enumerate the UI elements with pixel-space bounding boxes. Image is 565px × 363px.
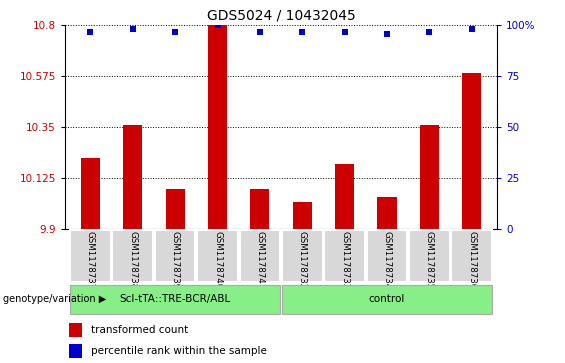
Point xyxy=(213,23,222,28)
Text: GSM1178734: GSM1178734 xyxy=(383,232,392,290)
FancyBboxPatch shape xyxy=(112,230,153,282)
FancyBboxPatch shape xyxy=(240,230,280,282)
FancyBboxPatch shape xyxy=(367,230,407,282)
Point xyxy=(425,29,434,34)
Point xyxy=(255,29,264,34)
Bar xyxy=(69,344,82,358)
Bar xyxy=(208,25,227,229)
Bar xyxy=(123,125,142,229)
Bar xyxy=(250,189,270,229)
FancyBboxPatch shape xyxy=(451,230,492,282)
Bar xyxy=(166,189,185,229)
Bar xyxy=(293,201,312,229)
FancyBboxPatch shape xyxy=(155,230,195,282)
Bar xyxy=(69,323,82,337)
Text: transformed count: transformed count xyxy=(91,325,188,335)
Text: GSM1178736: GSM1178736 xyxy=(467,232,476,290)
Point xyxy=(298,29,307,34)
Text: GSM1178733: GSM1178733 xyxy=(340,232,349,290)
Title: GDS5024 / 10432045: GDS5024 / 10432045 xyxy=(207,9,355,23)
Point xyxy=(383,30,392,36)
Bar xyxy=(81,158,100,229)
FancyBboxPatch shape xyxy=(70,230,111,282)
Text: GSM1178738: GSM1178738 xyxy=(128,232,137,290)
Point xyxy=(467,26,476,32)
Point xyxy=(128,26,137,32)
FancyBboxPatch shape xyxy=(70,285,280,314)
Text: GSM1178732: GSM1178732 xyxy=(298,232,307,290)
Bar xyxy=(335,164,354,229)
FancyBboxPatch shape xyxy=(409,230,450,282)
Text: GSM1178735: GSM1178735 xyxy=(425,232,434,290)
Text: percentile rank within the sample: percentile rank within the sample xyxy=(91,346,267,356)
Text: genotype/variation ▶: genotype/variation ▶ xyxy=(3,294,106,305)
Point xyxy=(171,29,180,34)
Point xyxy=(340,29,349,34)
Point xyxy=(86,29,95,34)
Bar xyxy=(420,125,439,229)
Text: GSM1178737: GSM1178737 xyxy=(86,232,95,290)
Text: GSM1178741: GSM1178741 xyxy=(255,232,264,290)
FancyBboxPatch shape xyxy=(282,230,323,282)
Text: GSM1178739: GSM1178739 xyxy=(171,232,180,290)
Bar xyxy=(377,197,397,229)
Text: ScI-tTA::TRE-BCR/ABL: ScI-tTA::TRE-BCR/ABL xyxy=(120,294,231,305)
Bar xyxy=(462,73,481,229)
FancyBboxPatch shape xyxy=(282,285,492,314)
Text: control: control xyxy=(369,294,405,305)
FancyBboxPatch shape xyxy=(324,230,365,282)
FancyBboxPatch shape xyxy=(197,230,238,282)
Text: GSM1178740: GSM1178740 xyxy=(213,232,222,290)
